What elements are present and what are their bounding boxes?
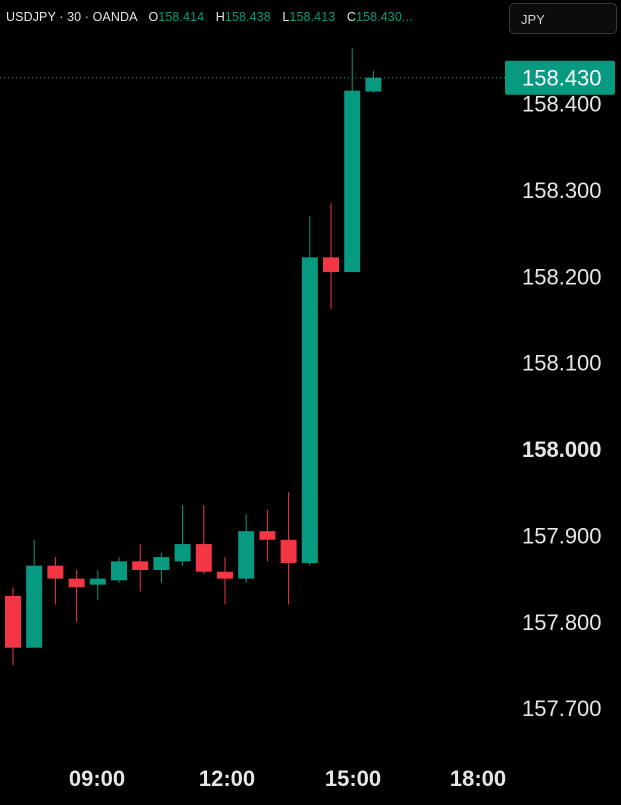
open-value: 158.414 [158,10,205,24]
time-axis[interactable]: 09:00 12:00 15:00 18:00 [69,766,506,791]
candle-body [259,531,276,540]
price-tick-label: 158.100 [522,351,602,376]
open-label: O [148,10,159,24]
candle-body [238,531,255,579]
time-tick-label: 18:00 [450,766,506,791]
candle-body [195,544,212,572]
price-tick-label: 158.300 [522,178,602,203]
candle-body [89,578,106,585]
price-tick-label: 158.400 [522,92,602,117]
time-tick-label: 09:00 [69,766,125,791]
price-tick-label: 158.000 [522,437,602,462]
close-value: 158.430... [356,10,413,24]
time-tick-label: 15:00 [325,766,381,791]
close-label: C [346,10,357,24]
last-price-tag-bg [505,60,615,95]
candle-body [323,257,339,273]
candle-body [301,257,318,564]
candle-body [344,90,361,273]
candle-body [280,539,297,564]
last-price-tag: 158.430 [505,60,615,95]
candle-body [5,595,21,648]
candles-group [5,48,382,665]
high-value: 158.438 [224,10,271,24]
low-value: 158.413 [289,10,336,24]
candle-body [365,77,382,92]
time-tick-label: 12:00 [199,766,255,791]
candle-body [26,565,43,648]
candle-body [47,565,64,579]
low-label: L [282,10,290,24]
symbol-legend: USDJPY · 30 · OANDA O158.414 H158.438 L1… [6,10,413,24]
price-tick-label: 157.700 [522,696,602,721]
candle-body [217,571,233,579]
last-price-label: 158.430 [522,66,602,91]
candle-body [132,561,149,570]
candle-body [174,544,191,562]
symbol-title[interactable]: USDJPY · 30 · OANDA [6,10,137,24]
candle-body [68,578,85,588]
price-axis[interactable]: 157.700 157.800 157.900 158.000 158.100 158.2… [522,5,602,721]
high-label: H [215,10,225,24]
currency-button[interactable]: JPY [509,3,617,34]
price-tick-label: 157.800 [522,610,602,635]
candle-body [111,561,127,581]
candle-body [153,557,170,570]
price-tick-label: 157.900 [522,523,602,548]
price-tick-label: 158.200 [522,264,602,289]
